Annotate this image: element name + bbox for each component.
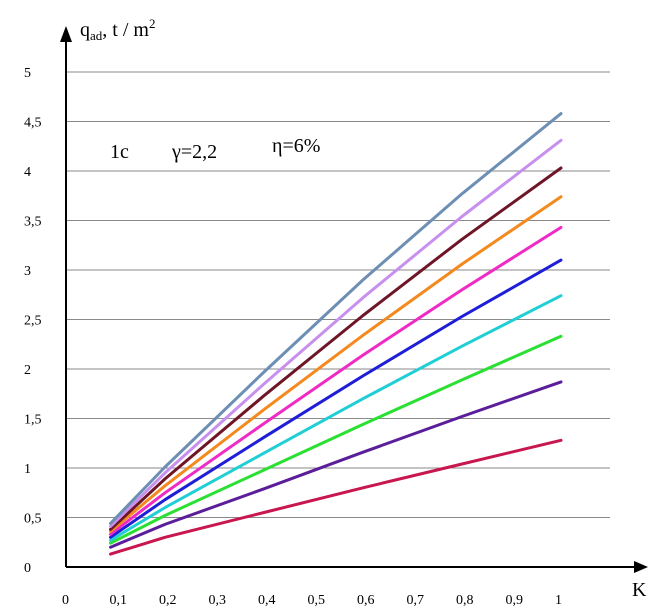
y-tick-label: 3 <box>24 264 31 279</box>
x-tick-label: 0,2 <box>159 593 177 608</box>
x-tick-label: 0,4 <box>258 593 276 608</box>
series-line-6 <box>109 225 563 536</box>
series-line-10 <box>109 112 563 525</box>
series-lines <box>109 112 563 556</box>
y-tick-label: 4,5 <box>24 116 42 131</box>
annotation-gamma: γ=2,2 <box>171 141 217 163</box>
y-tick-label: 3,5 <box>24 215 42 230</box>
y-tick-label: 2,5 <box>24 314 42 329</box>
x-tick-label: 0,8 <box>456 593 474 608</box>
x-tick-label: 1 <box>555 593 562 608</box>
series-line-1 <box>109 438 563 556</box>
y-tick-label: 1 <box>24 462 31 477</box>
x-tick-label: 0,5 <box>308 593 326 608</box>
x-tick-label: 0,3 <box>209 593 227 608</box>
y-tick-label: 0,5 <box>24 512 42 527</box>
y-axis-title: qad, t / m2 <box>80 16 155 43</box>
series-line-7 <box>109 195 563 533</box>
x-tick-label: 0,7 <box>407 593 425 608</box>
x-axis-title: K <box>632 579 647 601</box>
series-line-4 <box>109 294 563 542</box>
y-tick-label: 4 <box>24 165 31 180</box>
y-tick-label: 2 <box>24 363 31 378</box>
series-line-3 <box>109 334 563 545</box>
x-tick-labels: 0 0,1 0,2 0,3 0,4 0,5 0,6 0,7 0,8 0,9 1 <box>62 593 562 608</box>
y-tick-label: 0 <box>24 561 31 576</box>
series-line-5 <box>109 258 563 539</box>
annotation-scheme: 1c <box>110 141 129 163</box>
axes <box>60 26 648 573</box>
series-line-8 <box>109 166 563 531</box>
annotation-eta: η=6% <box>272 135 320 157</box>
x-tick-label: 0,6 <box>357 593 375 608</box>
x-tick-label: 0 <box>62 593 69 608</box>
y-tick-label: 5 <box>24 66 31 81</box>
y-axis-arrow-icon <box>60 26 72 42</box>
series-line-2 <box>109 380 563 549</box>
x-tick-label: 0,9 <box>506 593 524 608</box>
y-tick-label: 1,5 <box>24 413 42 428</box>
x-axis-arrow-icon <box>634 561 648 573</box>
series-line-9 <box>109 138 563 528</box>
x-tick-label: 0,1 <box>110 593 128 608</box>
y-tick-labels: 0 0,5 1 1,5 2 2,5 3 3,5 4 4,5 5 <box>24 66 42 576</box>
